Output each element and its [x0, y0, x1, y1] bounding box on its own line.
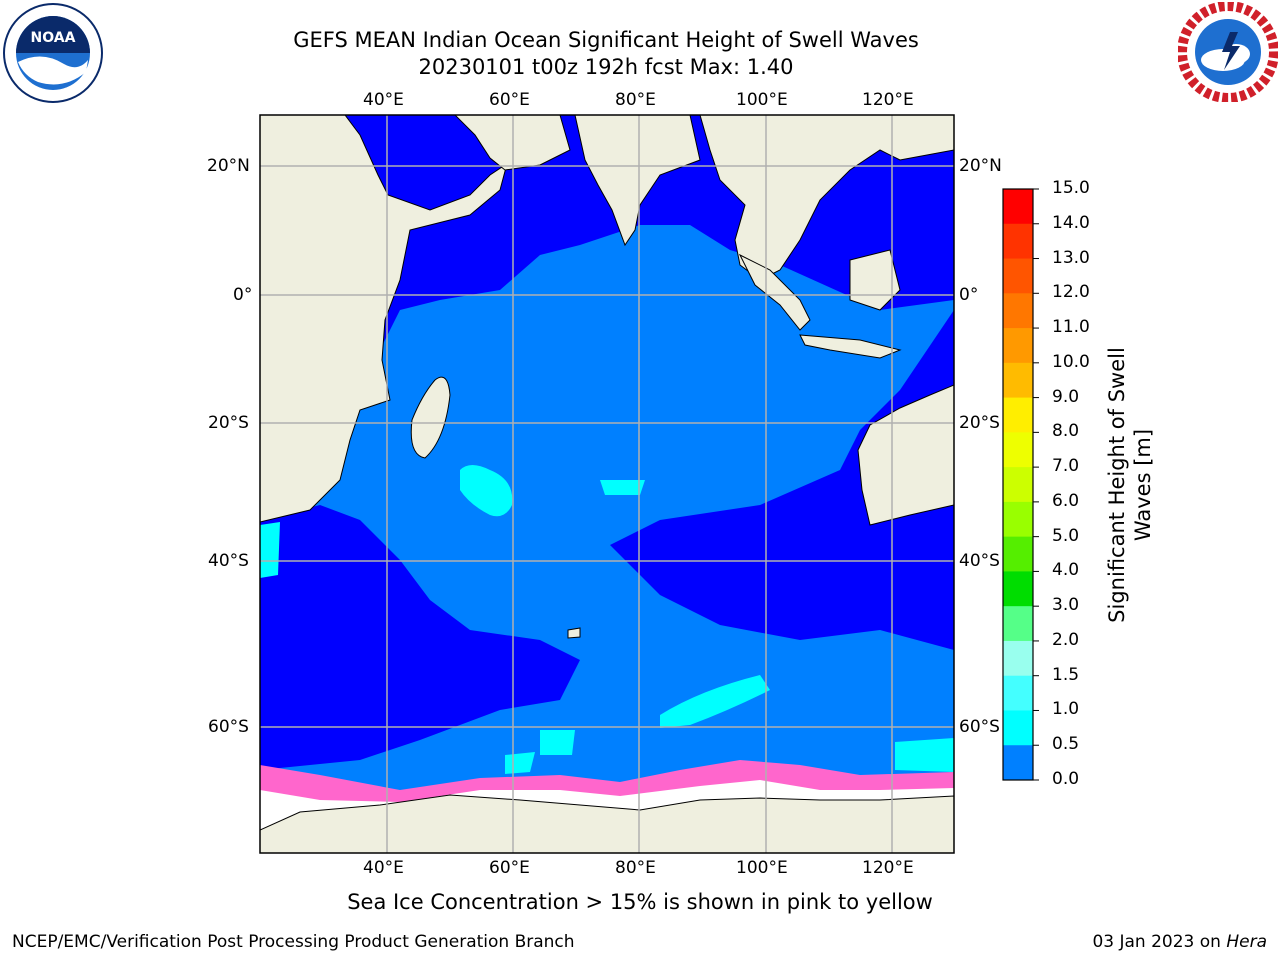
- colorbar-label: Significant Height of Swell Waves [m]: [1104, 325, 1156, 645]
- lon-tick-top-40e: 40°E: [363, 90, 404, 110]
- noaa-text: NOAA: [31, 30, 76, 46]
- colorbar-tick-label: 15.0: [1052, 178, 1090, 198]
- colorbar-segment: [1003, 745, 1033, 781]
- lon-tick-top-60e: 60°E: [489, 90, 530, 110]
- nws-logo: [1178, 2, 1278, 102]
- colorbar-tick-label: 3.0: [1052, 595, 1080, 616]
- lat-tick-left-60s: 60°S: [208, 717, 249, 737]
- colorbar-segment: [1003, 710, 1033, 746]
- colorbar-segment: [1003, 293, 1033, 329]
- colorbar-segment: [1003, 223, 1033, 260]
- high-swell-patch-4: [540, 730, 575, 755]
- colorbar-segment: [1003, 432, 1033, 468]
- colorbar-segment: [1003, 328, 1033, 364]
- lat-tick-right-40s: 40°S: [959, 551, 1000, 571]
- colorbar-segment: [1003, 501, 1033, 538]
- lat-tick-left-40s: 40°S: [208, 551, 249, 571]
- footer-date-text: 03 Jan 2023 on: [1092, 932, 1227, 952]
- lat-tick-right-20n: 20°N: [959, 156, 1002, 176]
- colorbar-tick-label: 10.0: [1052, 351, 1090, 372]
- footer-host: Hera: [1226, 932, 1267, 952]
- lon-tick-bottom-40e: 40°E: [363, 858, 404, 878]
- lat-tick-left-20n: 20°N: [207, 156, 250, 176]
- colorbar-tick-label: 5.0: [1052, 525, 1080, 546]
- lon-tick-bottom-100e: 100°E: [736, 858, 788, 878]
- footer-credit: NCEP/EMC/Verification Post Processing Pr…: [12, 932, 575, 952]
- colorbar-label-line1: Significant Height of Swell: [1105, 347, 1129, 623]
- colorbar-label-line2: Waves [m]: [1131, 428, 1155, 542]
- lon-tick-bottom-80e: 80°E: [615, 858, 656, 878]
- colorbar-tick-label: 2.0: [1052, 629, 1080, 650]
- high-swell-patch-2: [600, 480, 645, 495]
- map-grid: [260, 115, 954, 853]
- land-india: [574, 115, 701, 247]
- colorbar-segment: [1003, 536, 1033, 572]
- lon-tick-top-80e: 80°E: [615, 90, 656, 110]
- chart-subtitle: 20230101 t00z 192h fcst Max: 1.40: [418, 55, 794, 79]
- colorbar-segment: [1003, 675, 1033, 711]
- colorbar-tick-label: 0.5: [1052, 734, 1080, 755]
- land-sumatra: [738, 253, 811, 331]
- colorbar-segment: [1003, 362, 1033, 399]
- lon-tick-bottom-60e: 60°E: [489, 858, 530, 878]
- lat-tick-right-60s: 60°S: [959, 717, 1000, 737]
- lon-tick-bottom-120e: 120°E: [862, 858, 914, 878]
- lat-tick-left-0: 0°: [233, 285, 253, 305]
- colorbar-tick-label: 12.0: [1052, 282, 1090, 303]
- colorbar-frame: [1002, 188, 1034, 781]
- colorbar: [1003, 188, 1039, 781]
- chart-title: GEFS MEAN Indian Ocean Significant Heigh…: [293, 28, 919, 52]
- high-swell-patch-6: [260, 522, 280, 578]
- colorbar-tick-label: 1.0: [1052, 699, 1080, 720]
- colorbar-tick-label: 6.0: [1052, 490, 1080, 511]
- colorbar-tick-label: 13.0: [1052, 247, 1090, 268]
- southwest-low-swell: [260, 505, 580, 770]
- colorbar-tick-label: 9.0: [1052, 386, 1080, 407]
- lon-tick-top-100e: 100°E: [736, 90, 788, 110]
- colorbar-segment: [1003, 640, 1033, 677]
- colorbar-tick-label: 8.0: [1052, 421, 1080, 442]
- high-swell-patch-5: [895, 738, 954, 772]
- colorbar-segment: [1003, 606, 1033, 642]
- ice-note: Sea Ice Concentration > 15% is shown in …: [347, 890, 933, 914]
- land-australia: [857, 384, 954, 526]
- lat-tick-right-0: 0°: [959, 285, 979, 305]
- land-madagascar: [410, 376, 451, 459]
- noaa-logo: NOAA: [3, 3, 103, 103]
- colorbar-segment: [1003, 397, 1033, 433]
- lat-tick-right-20s: 20°S: [959, 413, 1000, 433]
- lat-tick-left-20s: 20°S: [208, 413, 249, 433]
- land-kerguelen: [567, 627, 581, 639]
- map-frame: [259, 114, 955, 854]
- land-antarctica: [260, 794, 954, 853]
- high-swell-patch-3: [660, 675, 770, 728]
- land-java: [799, 334, 902, 359]
- colorbar-tick-label: 7.0: [1052, 456, 1080, 477]
- colorbar-tick-label: 4.0: [1052, 560, 1080, 581]
- colorbar-tick-label: 1.5: [1052, 664, 1080, 685]
- colorbar-segment: [1003, 571, 1033, 607]
- colorbar-segment: [1003, 258, 1033, 294]
- colorbar-tick-label: 11.0: [1052, 317, 1090, 338]
- colorbar-segment: [1003, 467, 1033, 503]
- colorbar-segment: [1003, 189, 1033, 225]
- land-southeast-asia: [699, 115, 954, 281]
- high-swell-patch-1: [460, 465, 513, 517]
- colorbar-tick-label: 14.0: [1052, 212, 1090, 233]
- colorbar-tick-label: 0.0: [1052, 769, 1080, 789]
- australia-low-swell: [610, 310, 954, 650]
- lon-tick-top-120e: 120°E: [862, 90, 914, 110]
- footer-date: 03 Jan 2023 on Hera: [1092, 932, 1267, 952]
